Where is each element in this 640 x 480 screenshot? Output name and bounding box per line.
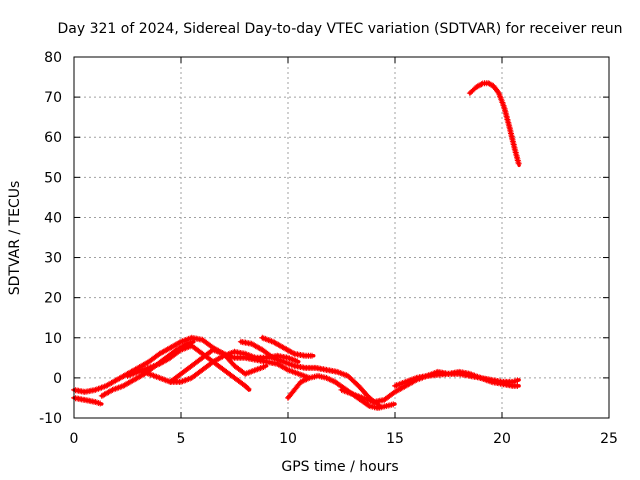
- series-line: [468, 81, 521, 168]
- y-tick-label: 70: [44, 90, 62, 106]
- data-point-markers: [237, 338, 382, 408]
- y-tick-label: 0: [53, 371, 62, 387]
- series-track-1: [466, 80, 522, 168]
- chart-title: Day 321 of 2024, Sidereal Day-to-day VTE…: [57, 21, 622, 37]
- data-point-markers: [259, 334, 315, 359]
- y-tick-label: 20: [44, 291, 62, 307]
- series-track-13: [392, 368, 521, 389]
- x-tick-label: 10: [279, 431, 297, 447]
- x-tick-label: 20: [493, 431, 511, 447]
- x-tick-label: 25: [600, 431, 618, 447]
- plot-frame: [73, 56, 610, 419]
- y-tick-label: 10: [44, 331, 62, 347]
- y-tick-label: 80: [44, 50, 62, 66]
- x-axis-label: GPS time / hours: [281, 459, 398, 475]
- grid-lines: [74, 57, 609, 418]
- data-point-markers: [392, 368, 521, 389]
- x-tick-label: 15: [386, 431, 404, 447]
- data-point-markers: [466, 80, 522, 167]
- y-tick-label: 60: [44, 130, 62, 146]
- x-tick-label: 5: [177, 431, 186, 447]
- series-track-3: [71, 394, 104, 407]
- series-track-11: [285, 372, 397, 411]
- series-track-9: [237, 338, 382, 408]
- y-tick-label: 40: [44, 210, 62, 226]
- x-tick-label: 0: [70, 431, 79, 447]
- y-tick-label: 50: [44, 170, 62, 186]
- y-tick-label: 30: [44, 251, 62, 267]
- series-track-8: [167, 346, 269, 385]
- y-tick-label: -10: [39, 411, 62, 427]
- data-point-markers: [71, 394, 104, 407]
- data-series: [71, 80, 522, 411]
- data-point-markers: [285, 372, 397, 411]
- series-track-10: [259, 334, 316, 359]
- axes: 0 5 10 15 20 25 -10 0 10 20 30 40 50 60 70 80: [39, 50, 618, 447]
- y-axis-label: SDTVAR / TECUs: [7, 181, 23, 296]
- data-point-markers: [167, 346, 269, 385]
